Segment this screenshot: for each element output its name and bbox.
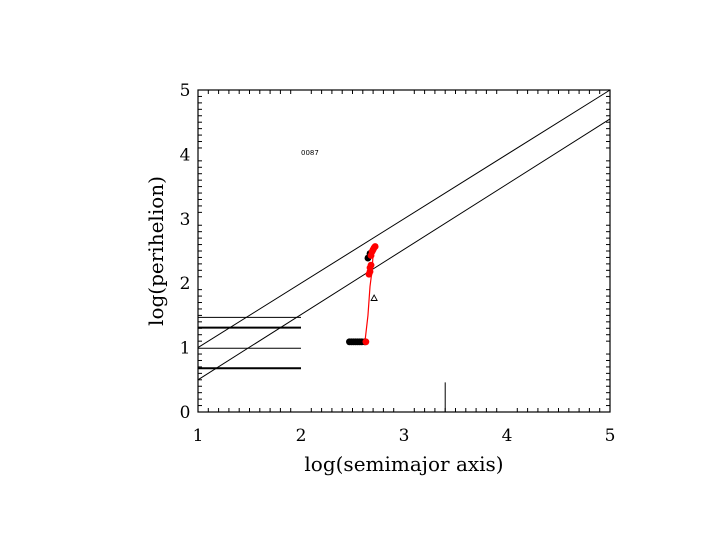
data-point [367,261,375,269]
y-tick-label: 0 [180,403,191,423]
axis-ticks [198,90,610,412]
y-tick-label: 4 [180,145,191,165]
data-point [371,243,379,250]
y-tick-label: 5 [180,81,191,101]
open-triangle-marker [370,294,378,301]
y-axis-title: log(perihelion) [144,176,168,326]
red-track-line [364,247,375,343]
x-tick-label: 1 [193,426,204,446]
plot-frame [197,89,611,413]
x-axis-title: log(semimajor axis) [304,452,503,476]
x-tick-label: 5 [605,426,616,446]
reference-line [197,118,611,381]
x-tick-label: 3 [399,426,410,446]
reference-lines [197,89,611,381]
reference-line [197,89,611,349]
horizontal-segments [198,316,301,370]
y-tick-labels: 0 1 2 3 4 5 [180,81,191,423]
x-tick-label: 4 [502,426,513,446]
y-tick-label: 3 [180,210,191,230]
data-points [346,243,379,346]
data-point [362,338,370,346]
annotation-label: 0087 [301,149,319,157]
y-tick-label: 1 [180,339,191,359]
y-tick-label: 2 [180,274,191,294]
x-tick-label: 2 [296,426,307,446]
x-tick-labels: 1 2 3 4 5 [193,426,616,446]
